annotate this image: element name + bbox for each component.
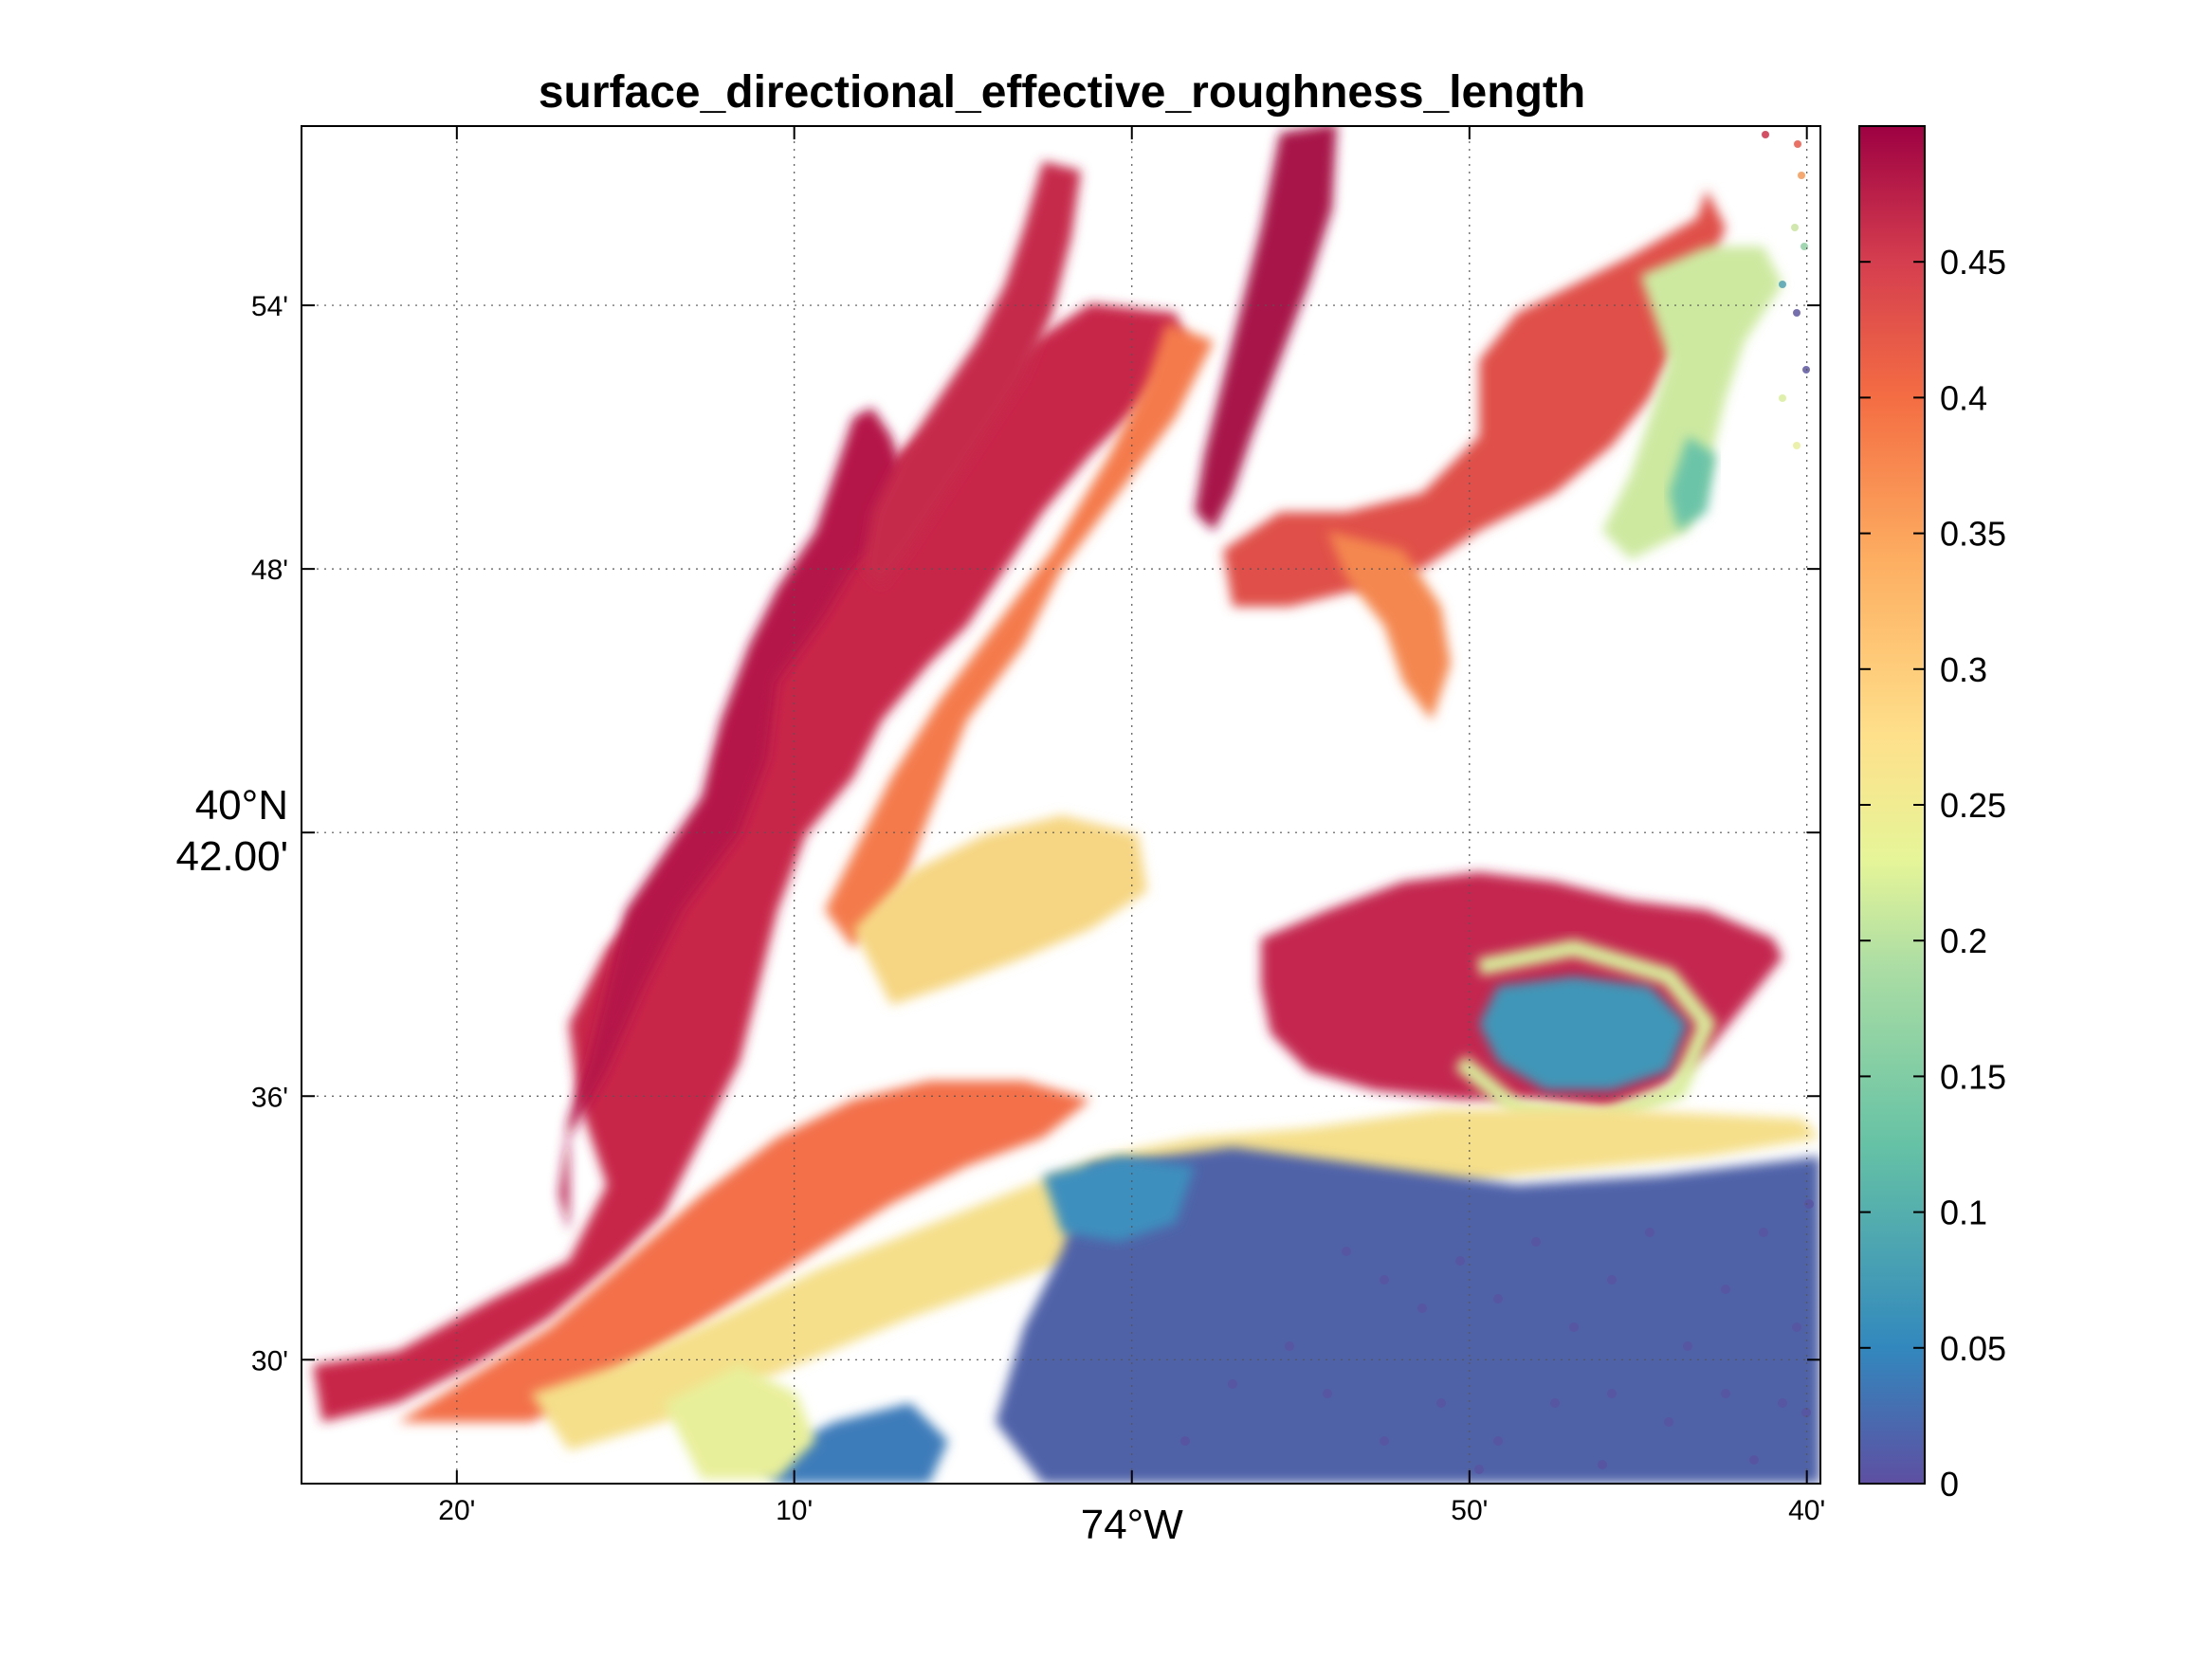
y-tick-label: 54'	[251, 291, 288, 322]
colorbar-ticks: 0 0.05 0.1 0.15 0.2 0.25 0.3 0.35 0.4 0.45	[1859, 243, 2006, 1504]
field-bay-warm	[398, 1081, 1090, 1422]
colorbar-tick-label: 0.4	[1940, 378, 1987, 417]
field-southwest-yellow	[664, 1365, 815, 1479]
field-outer-bay	[996, 1147, 1820, 1484]
field-west-region	[313, 303, 1185, 1422]
x-tick-label: 10'	[776, 1495, 813, 1526]
colorbar-tick-label: 0.45	[1940, 243, 2006, 282]
y-tick-label-minutes: 42.00'	[175, 833, 288, 880]
plot-frame	[301, 125, 1821, 1485]
x-tick-label: 50'	[1451, 1495, 1488, 1526]
y-axis-ticks: 54' 48' 40°N42.00' 36' 30'	[175, 291, 1820, 1376]
colorbar-tick-label: 0.35	[1940, 515, 2006, 554]
figure-title: surface_directional_effective_roughness_…	[539, 67, 1585, 118]
field-northeast	[1223, 190, 1726, 607]
field-scatter-ne	[1762, 131, 1810, 449]
x-axis-ticks: 20' 10' 74°W 50' 40'	[438, 126, 1825, 1548]
colorbar-tick-label: 0.25	[1940, 786, 2006, 825]
field-west-arm	[559, 408, 910, 1232]
colorbar-tick-label: 0.05	[1940, 1329, 2006, 1368]
field-ne-teal	[1669, 436, 1716, 531]
field-outer-teal	[1043, 1157, 1195, 1242]
field-flushing-orange	[1327, 531, 1451, 720]
field-mid-yellow	[853, 815, 1147, 1005]
x-tick-label: 74°W	[1081, 1502, 1184, 1548]
field-manhattan	[1195, 126, 1337, 531]
field-ne-green	[1602, 246, 1782, 559]
y-tick-label: 40°N	[195, 782, 288, 829]
colorbar-tick-label: 0.2	[1940, 921, 1987, 960]
field-central-corridor	[825, 322, 1214, 948]
field-southwest-blue	[759, 1403, 948, 1484]
x-tick-label: 40'	[1788, 1495, 1825, 1526]
field-jamaica-bay	[1479, 976, 1688, 1090]
colorbar-tick-label: 0	[1940, 1465, 1959, 1504]
colorbar-tick-label: 0.1	[1940, 1194, 1987, 1232]
field-scatter-points	[1180, 1199, 1814, 1474]
colorbar-tick-label: 0.15	[1940, 1057, 2006, 1096]
map-grid	[302, 126, 1820, 1484]
x-tick-label: 20'	[438, 1495, 475, 1526]
y-tick-label: 48'	[251, 555, 288, 586]
roughness-field	[313, 126, 1820, 1484]
y-tick-label: 30'	[251, 1345, 288, 1376]
y-tick-label: 36'	[251, 1082, 288, 1113]
field-palisades	[863, 161, 1081, 588]
colorbar-tick-label: 0.3	[1940, 650, 1987, 689]
